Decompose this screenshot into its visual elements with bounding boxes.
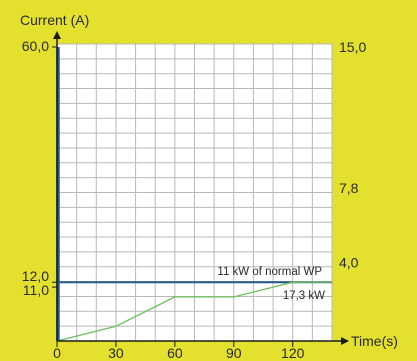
y-axis-label: Current (A) (20, 12, 89, 28)
x-tick-label: 90 (226, 345, 242, 361)
y-right-tick-label: 15,0 (339, 39, 366, 55)
y-left-tick-label: 11,0 (23, 282, 49, 298)
x-tick-label: 0 (53, 345, 61, 361)
series-label-1: 11 kW of normal WP (217, 266, 322, 278)
x-axis-arrow (341, 337, 349, 345)
series-layer (56, 47, 332, 342)
series-label-2: 17,3 kW (283, 290, 325, 302)
x-tick-label: 60 (167, 345, 183, 361)
y-right-tick-label: 7,8 (339, 180, 359, 196)
axes (52, 31, 349, 347)
series-line-2 (56, 281, 332, 342)
y-right-tick-label: 4,0 (339, 255, 359, 271)
x-tick-label: 30 (108, 345, 124, 361)
y-left-tick-label: 60,0 (22, 38, 49, 54)
labels-layer: 11 kW of normal WP 17,3 kW 0 30 60 90 120 Time(… (20, 12, 398, 361)
grid (57, 43, 333, 341)
y-left-tick-label: 12,0 (22, 268, 49, 284)
x-tick-label: 120 (281, 345, 305, 361)
y-axis-arrow (53, 31, 61, 39)
x-axis-label: Time(s) (351, 333, 398, 349)
